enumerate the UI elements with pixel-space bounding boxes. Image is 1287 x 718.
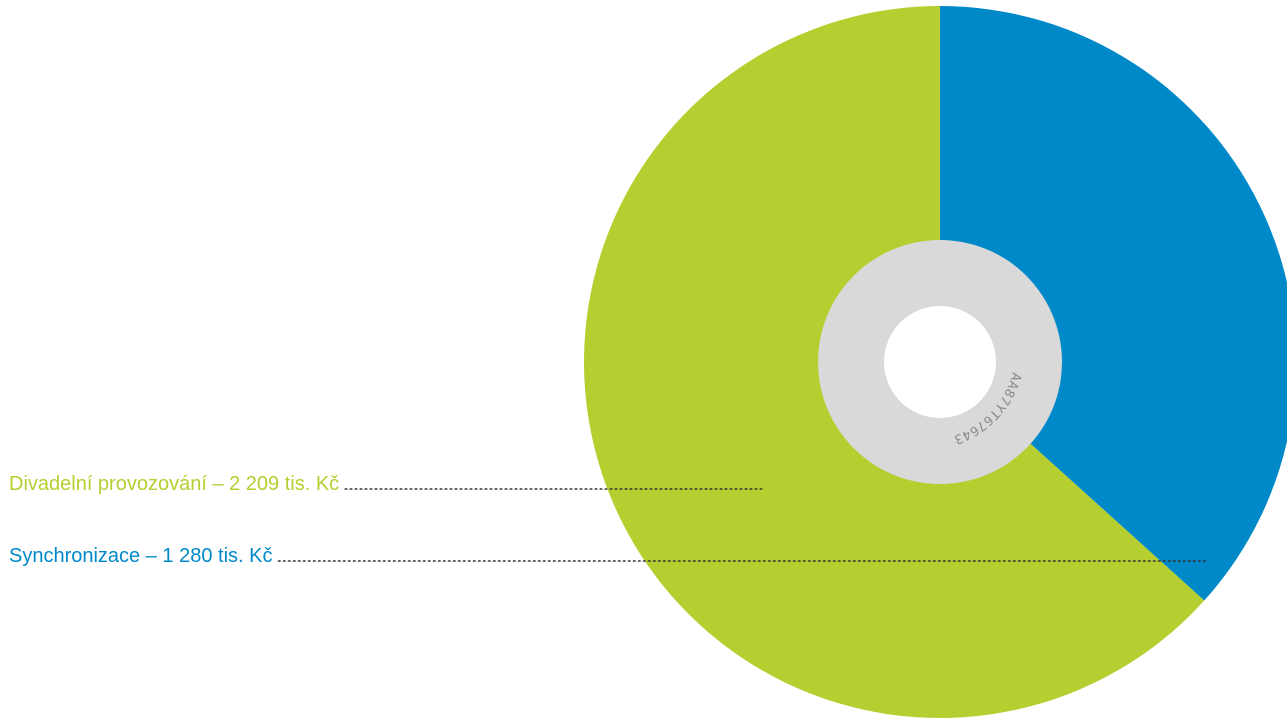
slice-labels: Divadelní provozování – 2 209 tis. Kč Syn… <box>9 473 339 567</box>
pie-slice-0 <box>940 6 1287 601</box>
disc-center-hole <box>884 306 996 418</box>
slice-label-1: Divadelní provozování – 2 209 tis. Kč <box>9 473 339 495</box>
leader-lines <box>277 488 1207 562</box>
slice-label-0: Synchronizace – 1 280 tis. Kč <box>9 545 272 567</box>
